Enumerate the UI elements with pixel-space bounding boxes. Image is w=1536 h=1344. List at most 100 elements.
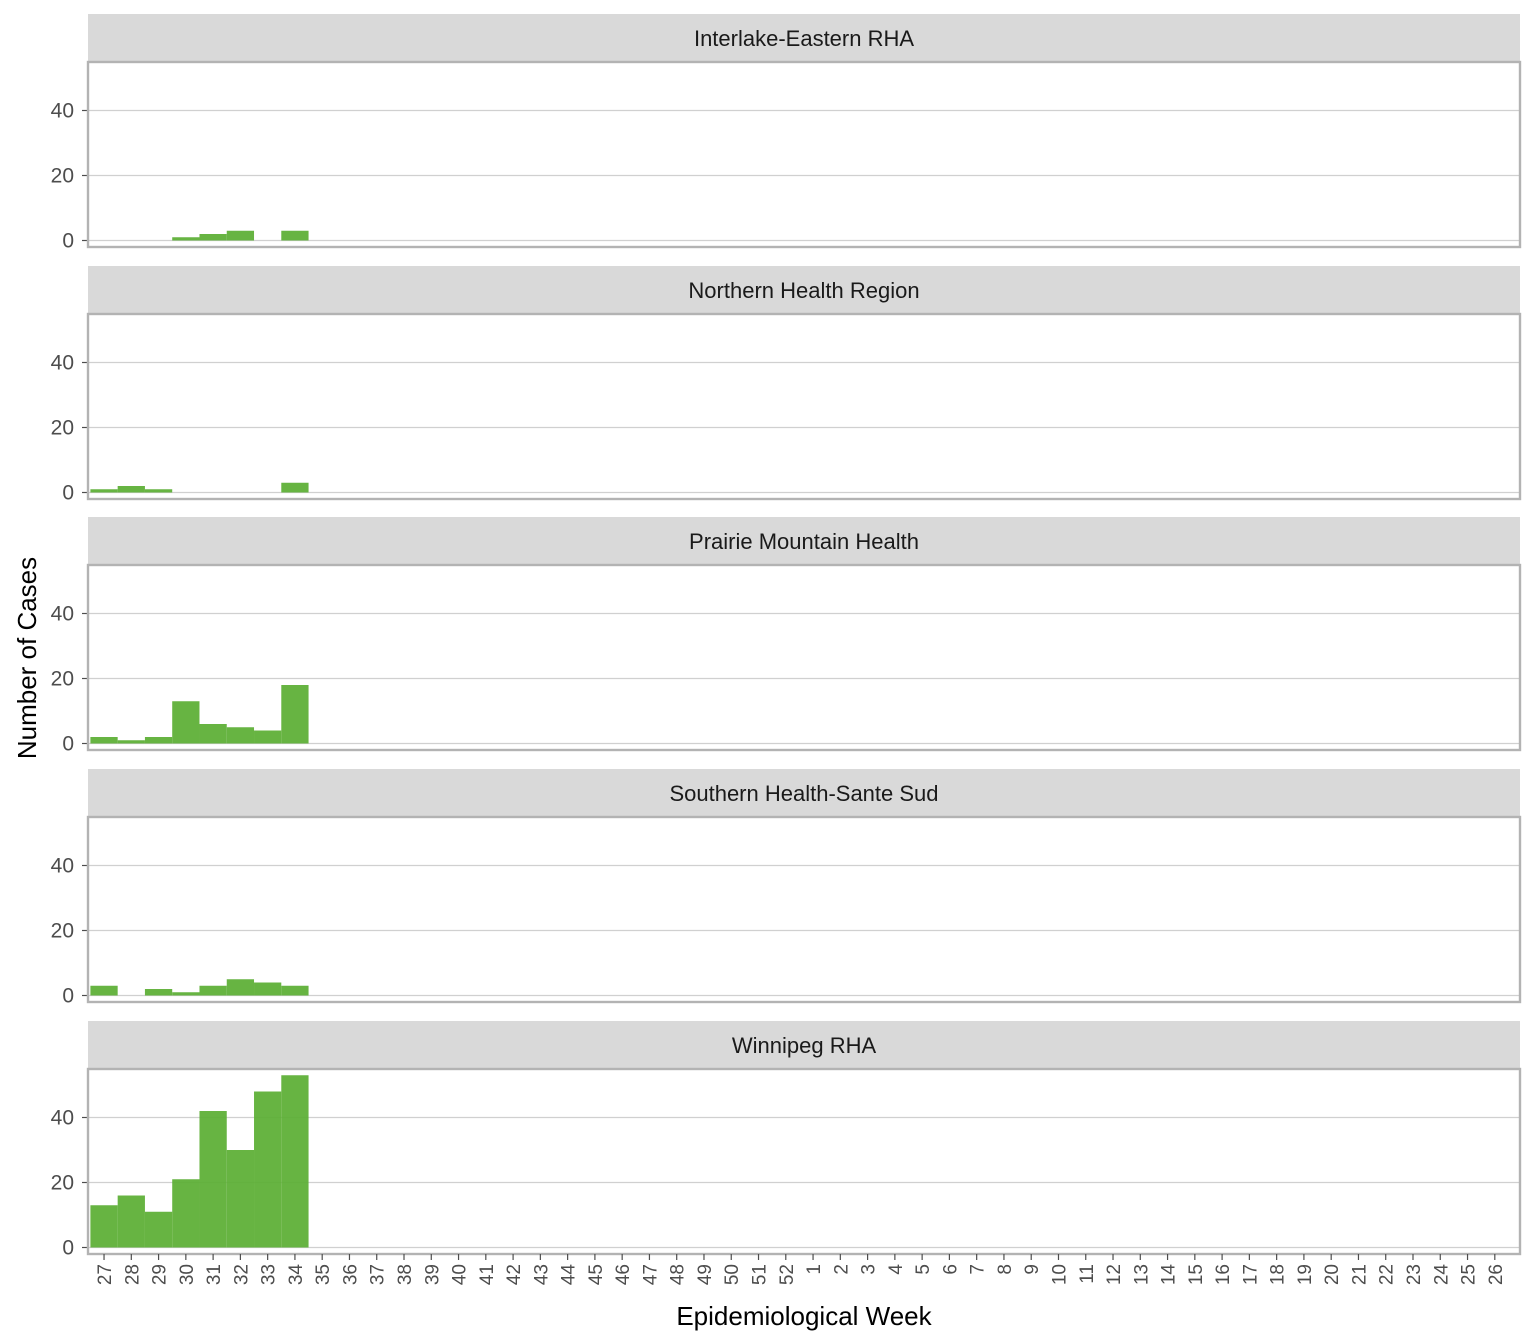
bar [281,1075,309,1248]
y-tick-label: 0 [62,1237,74,1260]
y-tick-label: 20 [51,668,74,691]
bar [90,1205,118,1248]
x-tick-label: 39 [422,1264,443,1285]
bar [144,489,173,493]
x-tick-label: 11 [1077,1264,1098,1284]
bar [254,1091,282,1248]
bar [117,1195,145,1248]
facet-strip [88,769,1520,817]
facet-title: Prairie Mountain Health [689,529,919,554]
x-tick-label: 13 [1131,1264,1152,1285]
x-tick-label: 19 [1295,1264,1316,1285]
panel-background [88,565,1520,750]
panel-border [86,60,1522,249]
x-tick-label: 12 [1104,1264,1125,1285]
y-tick-label: 0 [62,230,74,253]
bar [199,985,227,996]
panel-background [88,62,1520,247]
y-axis-title: Number of Cases [12,557,42,759]
bar [254,982,282,996]
bar [90,489,118,493]
x-tick-label: 25 [1459,1264,1480,1285]
bar [117,740,145,744]
x-tick-label: 26 [1486,1264,1507,1285]
bar [281,482,309,493]
facet-title: Interlake-Eastern RHA [694,26,914,51]
bar [144,737,173,744]
x-tick-label: 45 [586,1264,607,1285]
bar [199,234,227,241]
x-tick-label: 29 [150,1264,171,1285]
x-tick-label: 36 [340,1264,361,1285]
x-tick-label: 49 [695,1264,716,1285]
facet-panel: Interlake-Eastern RHA 0 20 40 [51,14,1522,253]
x-tick-label: 38 [395,1264,416,1285]
facet-title: Southern Health-Sante Sud [669,781,938,806]
facet-panel: Prairie Mountain Health 0 20 40 [51,517,1522,756]
x-tick-label: 41 [477,1264,498,1285]
x-tick-label: 18 [1268,1264,1289,1285]
bar [226,1150,255,1248]
x-tick-label: 22 [1377,1264,1398,1285]
x-tick-label: 24 [1431,1264,1452,1286]
bar [117,486,145,493]
x-tick-label: 7 [968,1264,989,1275]
panel-border [86,312,1522,501]
bar [281,985,309,996]
y-tick-label: 40 [51,603,74,626]
x-tick-label: 3 [859,1264,880,1275]
y-tick-label: 40 [51,1107,74,1130]
x-tick-label: 50 [722,1264,743,1285]
bar [281,230,309,241]
x-tick-label: 9 [1022,1264,1043,1275]
x-tick-label: 15 [1186,1264,1207,1285]
facet-panel: Southern Health-Sante Sud 0 20 40 [51,769,1522,1008]
x-tick-label: 40 [450,1264,471,1285]
y-tick-label: 40 [51,352,74,375]
x-tick-label: 35 [313,1264,334,1285]
x-tick-label: 48 [668,1264,689,1285]
x-tick-label: 52 [777,1264,798,1285]
bar [172,992,200,996]
x-tick-label: 42 [504,1264,525,1285]
x-tick-label: 6 [940,1264,961,1275]
x-tick-label: 37 [368,1264,389,1285]
x-tick-label: 8 [995,1264,1016,1275]
x-tick-label: 51 [750,1264,771,1285]
y-tick-label: 0 [62,985,74,1008]
x-tick-label: 1 [804,1264,825,1275]
x-axis-ticks: 27 28 29 30 31 32 33 34 35 36 37 38 39 40 41 42 43 44 45 46… [95,1254,1507,1285]
x-tick-label: 5 [913,1264,934,1275]
x-tick-label: 16 [1213,1264,1234,1285]
facet-strip [88,517,1520,565]
x-tick-label: 17 [1240,1264,1261,1285]
x-tick-label: 14 [1159,1264,1180,1286]
facet-title: Northern Health Region [688,278,919,303]
panel-background [88,314,1520,499]
bar [226,727,255,744]
panel-background [88,1069,1520,1254]
y-tick-label: 0 [62,482,74,505]
bar [144,1211,173,1248]
y-tick-label: 0 [62,733,74,756]
bar [226,979,255,996]
x-tick-label: 10 [1049,1264,1070,1285]
x-tick-label: 27 [95,1264,116,1285]
y-tick-label: 20 [51,165,74,188]
x-tick-label: 2 [831,1264,852,1275]
x-tick-label: 23 [1404,1264,1425,1285]
bar [199,1111,227,1248]
panel-border [86,563,1522,752]
bar [199,724,227,744]
x-tick-label: 43 [531,1264,552,1285]
x-tick-label: 21 [1349,1264,1370,1285]
bar [281,685,309,744]
x-tick-label: 20 [1322,1264,1343,1285]
bar [254,730,282,744]
y-tick-label: 20 [51,417,74,440]
y-tick-label: 20 [51,1172,74,1195]
facet-panel: Northern Health Region 0 20 40 [51,266,1522,505]
facet-panel: Winnipeg RHA 0 20 40 [51,1021,1522,1260]
bar [172,701,200,744]
